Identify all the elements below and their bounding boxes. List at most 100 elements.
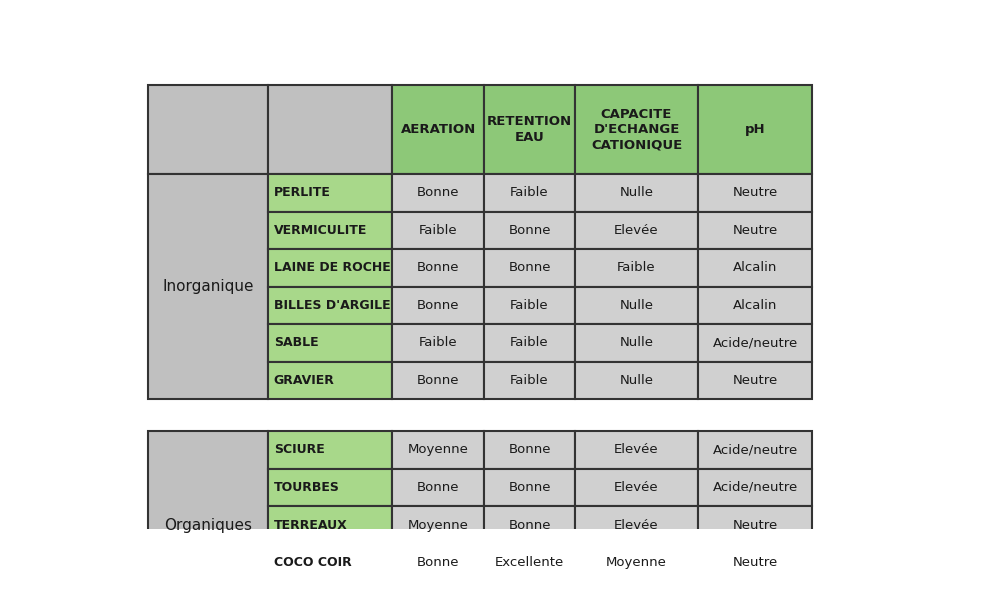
- Bar: [698, 544, 812, 582]
- Bar: [698, 211, 812, 249]
- Text: PERLITE: PERLITE: [274, 187, 331, 200]
- Text: Bonne: Bonne: [508, 481, 551, 494]
- Bar: [575, 287, 698, 324]
- Text: Bonne: Bonne: [417, 556, 459, 569]
- Text: Nulle: Nulle: [620, 336, 654, 349]
- Bar: [484, 544, 575, 582]
- Bar: [148, 174, 268, 399]
- Text: Neutre: Neutre: [732, 374, 778, 387]
- Bar: [148, 85, 268, 174]
- Text: Faible: Faible: [617, 261, 656, 274]
- Bar: [392, 249, 484, 287]
- Bar: [268, 506, 392, 544]
- Text: Elevée: Elevée: [614, 444, 659, 457]
- Text: TERREAUX: TERREAUX: [274, 519, 348, 532]
- Bar: [575, 582, 698, 594]
- Bar: [575, 469, 698, 506]
- Text: Faible: Faible: [510, 374, 549, 387]
- Bar: [698, 469, 812, 506]
- Bar: [575, 211, 698, 249]
- Text: Faible: Faible: [510, 299, 549, 312]
- Bar: [392, 211, 484, 249]
- Bar: [392, 544, 484, 582]
- Bar: [698, 174, 812, 211]
- Bar: [484, 431, 575, 469]
- Text: Neutre: Neutre: [732, 224, 778, 237]
- Bar: [698, 287, 812, 324]
- Bar: [484, 324, 575, 362]
- Text: Neutre: Neutre: [732, 556, 778, 569]
- Bar: [392, 85, 484, 174]
- Text: VERMICULITE: VERMICULITE: [274, 224, 367, 237]
- Bar: [268, 249, 392, 287]
- Bar: [698, 85, 812, 174]
- Bar: [268, 469, 392, 506]
- Text: AERATION: AERATION: [400, 123, 476, 136]
- Bar: [575, 249, 698, 287]
- Text: Bonne: Bonne: [417, 481, 459, 494]
- Bar: [392, 174, 484, 211]
- Bar: [392, 506, 484, 544]
- Bar: [268, 582, 392, 594]
- Bar: [484, 469, 575, 506]
- Text: Elevée: Elevée: [614, 481, 659, 494]
- Text: BILLES D'ARGILE: BILLES D'ARGILE: [274, 299, 390, 312]
- Text: SABLE: SABLE: [274, 336, 318, 349]
- Bar: [392, 324, 484, 362]
- Bar: [484, 582, 575, 594]
- Text: Moyenne: Moyenne: [408, 444, 469, 457]
- Text: Alcalin: Alcalin: [733, 299, 777, 312]
- Text: Alcalin: Alcalin: [733, 261, 777, 274]
- Text: Neutre: Neutre: [732, 187, 778, 200]
- Bar: [698, 582, 812, 594]
- Bar: [575, 506, 698, 544]
- Bar: [575, 324, 698, 362]
- Text: Organiques: Organiques: [164, 517, 252, 532]
- Bar: [575, 174, 698, 211]
- Text: TOURBES: TOURBES: [274, 481, 340, 494]
- Text: Moyenne: Moyenne: [408, 519, 469, 532]
- Bar: [392, 287, 484, 324]
- Bar: [698, 506, 812, 544]
- Text: Elevée: Elevée: [614, 519, 659, 532]
- Bar: [484, 174, 575, 211]
- Text: GRAVIER: GRAVIER: [274, 374, 335, 387]
- Text: Bonne: Bonne: [508, 444, 551, 457]
- Text: Nulle: Nulle: [620, 299, 654, 312]
- Text: pH: pH: [745, 123, 765, 136]
- Text: COCO COIR: COCO COIR: [274, 556, 352, 569]
- Bar: [148, 431, 268, 594]
- Bar: [484, 362, 575, 399]
- Text: Faible: Faible: [510, 187, 549, 200]
- Bar: [268, 174, 392, 211]
- Text: Neutre: Neutre: [732, 519, 778, 532]
- Bar: [484, 506, 575, 544]
- Text: SCIURE: SCIURE: [274, 444, 325, 457]
- Text: Bonne: Bonne: [417, 299, 459, 312]
- Text: Elevée: Elevée: [614, 224, 659, 237]
- Bar: [268, 362, 392, 399]
- Bar: [575, 362, 698, 399]
- Text: LAINE DE ROCHE: LAINE DE ROCHE: [274, 261, 391, 274]
- Text: Faible: Faible: [419, 336, 457, 349]
- Text: Bonne: Bonne: [417, 374, 459, 387]
- Bar: [268, 324, 392, 362]
- Bar: [392, 469, 484, 506]
- Text: Bonne: Bonne: [417, 261, 459, 274]
- Text: Faible: Faible: [510, 336, 549, 349]
- Text: Acide/neutre: Acide/neutre: [712, 336, 798, 349]
- Text: Nulle: Nulle: [620, 374, 654, 387]
- Text: Bonne: Bonne: [417, 187, 459, 200]
- Bar: [698, 362, 812, 399]
- Text: Nulle: Nulle: [620, 187, 654, 200]
- Bar: [268, 287, 392, 324]
- Text: RETENTION
EAU: RETENTION EAU: [487, 115, 572, 144]
- Bar: [575, 544, 698, 582]
- Bar: [484, 287, 575, 324]
- Text: Acide/neutre: Acide/neutre: [712, 444, 798, 457]
- Text: Inorganique: Inorganique: [163, 279, 254, 294]
- Bar: [484, 211, 575, 249]
- Bar: [575, 85, 698, 174]
- Bar: [268, 431, 392, 469]
- Bar: [268, 85, 392, 174]
